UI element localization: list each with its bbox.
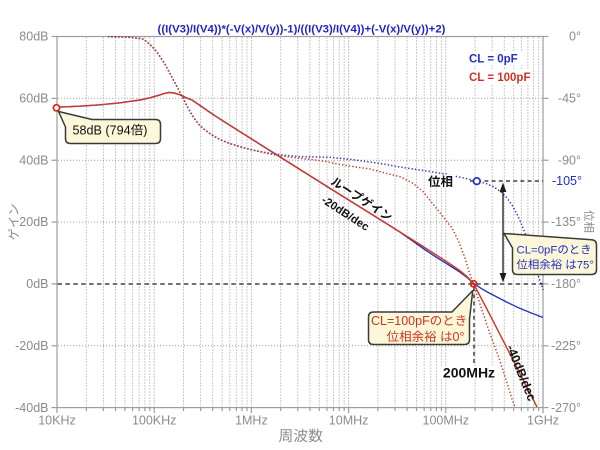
svg-text:-40dB: -40dB: [15, 401, 48, 415]
svg-text:CL=100pF: CL=100pF: [371, 314, 430, 328]
svg-text:75°: 75°: [577, 260, 594, 272]
svg-text:0°: 0°: [569, 30, 581, 44]
svg-text:1MHz: 1MHz: [235, 414, 268, 428]
svg-text:): ): [143, 124, 147, 138]
svg-text:200MHz: 200MHz: [443, 365, 495, 381]
svg-text:1GHz: 1GHz: [527, 414, 559, 428]
svg-text:80dB: 80dB: [19, 30, 48, 44]
svg-text:-135°: -135°: [551, 215, 581, 229]
svg-text:-225°: -225°: [551, 339, 581, 353]
svg-text:-180°: -180°: [551, 277, 581, 291]
svg-text:-90°: -90°: [558, 153, 581, 167]
svg-text:10KHz: 10KHz: [38, 414, 76, 428]
svg-text:CL = 0pF: CL = 0pF: [469, 54, 518, 66]
svg-text:CL = 100pF: CL = 100pF: [469, 72, 530, 84]
svg-text:0°: 0°: [453, 330, 465, 344]
svg-text:58dB (794: 58dB (794: [73, 124, 131, 138]
svg-text:-270°: -270°: [551, 401, 581, 415]
svg-text:100MHz: 100MHz: [423, 414, 470, 428]
svg-text:100KHz: 100KHz: [132, 414, 176, 428]
svg-text:-105°: -105°: [552, 174, 582, 188]
svg-text:10MHz: 10MHz: [329, 414, 369, 428]
svg-text:-20dB: -20dB: [15, 339, 48, 353]
svg-text:40dB: 40dB: [19, 153, 48, 167]
svg-text:-45°: -45°: [558, 92, 581, 106]
svg-text:CL=0pF: CL=0pF: [517, 245, 558, 257]
svg-text:((I(V3)/I(V4))*(-V(x)/V(y))-1): ((I(V3)/I(V4))*(-V(x)/V(y))-1)/((I(V3)/I…: [158, 24, 446, 36]
svg-text:0dB: 0dB: [26, 277, 48, 291]
svg-text:60dB: 60dB: [19, 92, 48, 106]
svg-text:20dB: 20dB: [19, 215, 48, 229]
